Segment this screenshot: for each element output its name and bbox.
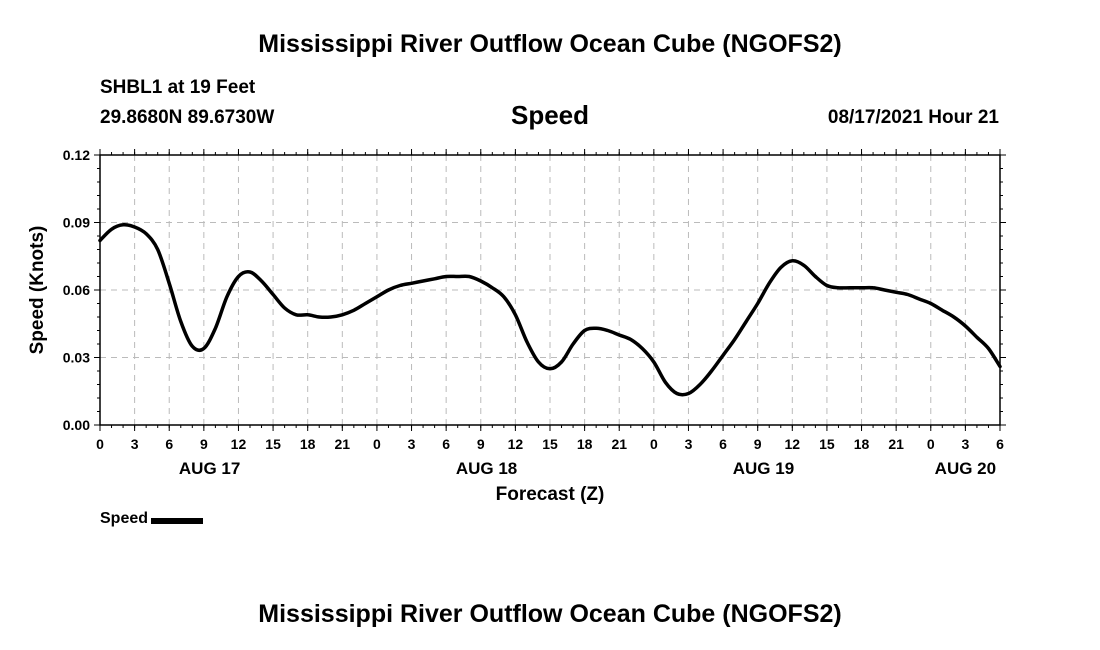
y-tick-label: 0.09 — [63, 215, 90, 231]
x-tick-label: 6 — [996, 436, 1004, 452]
date-label: AUG 19 — [733, 459, 794, 478]
plot-frame — [99, 154, 1001, 426]
x-tick-label: 0 — [373, 436, 381, 452]
grid — [100, 155, 1000, 425]
x-tick-label: 6 — [719, 436, 727, 452]
x-tick-label: 12 — [508, 436, 524, 452]
speed-series-line — [98, 222, 1002, 397]
x-tick-label: 3 — [131, 436, 139, 452]
x-tick-label: 9 — [200, 436, 208, 452]
forecast-timestamp: 08/17/2021 Hour 21 — [827, 107, 999, 128]
x-tick-labels: 0 3 6 9 12 15 18 21 0 3 6 9 12 15 18 21 0 3 6 9 12 15 18 21 0 3 6 — [96, 436, 1004, 452]
x-tick-label: 18 — [300, 436, 316, 452]
legend: Speed — [100, 510, 204, 528]
x-tick-label: 0 — [96, 436, 104, 452]
x-tick-label: 12 — [231, 436, 247, 452]
x-tick-label: 12 — [785, 436, 801, 452]
y-tick-label: 0.03 — [63, 350, 90, 366]
x-tick-label: 15 — [819, 436, 835, 452]
x-tick-label: 15 — [265, 436, 281, 452]
date-labels: AUG 17 AUG 18 AUG 19 AUG 20 — [179, 459, 996, 478]
x-tick-label: 6 — [442, 436, 450, 452]
y-axis-label: Speed (Knots) — [27, 226, 48, 355]
x-axis-label: Forecast (Z) — [496, 484, 605, 505]
x-tick-label: 15 — [542, 436, 558, 452]
x-tick-label: 3 — [961, 436, 969, 452]
x-tick-label: 0 — [927, 436, 935, 452]
x-tick-label: 3 — [685, 436, 693, 452]
x-tick-label: 3 — [408, 436, 416, 452]
x-tick-label: 9 — [754, 436, 762, 452]
date-label: AUG 18 — [456, 459, 517, 478]
x-tick-label: 6 — [165, 436, 173, 452]
variable-title: Speed — [510, 100, 590, 130]
y-tick-label: 0.00 — [63, 417, 90, 433]
x-tick-label: 18 — [577, 436, 593, 452]
y-tick-label: 0.12 — [63, 147, 90, 163]
x-tick-label: 0 — [650, 436, 658, 452]
date-label: AUG 17 — [179, 459, 240, 478]
y-tick-label: 0.06 — [63, 282, 90, 298]
x-tick-label: 18 — [854, 436, 870, 452]
x-tick-label: 21 — [888, 436, 904, 452]
chart-title: Mississippi River Outflow Ocean Cube (NG… — [258, 30, 842, 58]
legend-label: Speed — [100, 510, 149, 527]
footer-title: Mississippi River Outflow Ocean Cube (NG… — [258, 600, 842, 628]
date-label: AUG 20 — [935, 459, 996, 478]
x-tick-label: 9 — [477, 436, 485, 452]
y-tick-labels: 0.00 0.03 0.06 0.09 0.12 — [63, 147, 90, 433]
legend-swatch — [151, 517, 204, 524]
x-tick-label: 21 — [335, 436, 351, 452]
x-tick-label: 21 — [611, 436, 627, 452]
station-label: SHBL1 at 19 Feet — [100, 77, 256, 98]
station-coordinates: 29.8680N 89.6730W — [100, 107, 275, 128]
